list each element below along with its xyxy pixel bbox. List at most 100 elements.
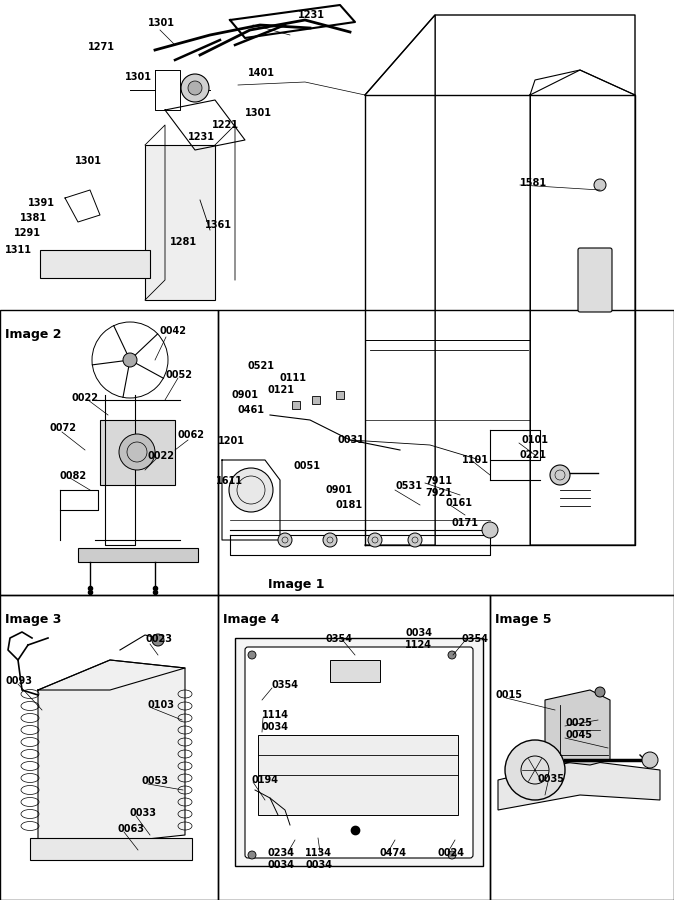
Text: 1611: 1611 [216,476,243,486]
Text: 0474: 0474 [380,848,407,858]
Text: 0035: 0035 [538,774,565,784]
Text: 1311: 1311 [5,245,32,255]
Text: 0111: 0111 [280,373,307,383]
Text: 0101: 0101 [521,435,548,445]
Text: 0171: 0171 [452,518,479,528]
Text: 0901: 0901 [325,485,352,495]
Text: 0082: 0082 [60,471,87,481]
Text: 0354: 0354 [462,634,489,644]
Text: 0045: 0045 [565,730,592,740]
Text: 0022: 0022 [148,451,175,461]
Text: 0063: 0063 [118,824,145,834]
Bar [0,595,218,900]
Circle shape [482,522,498,538]
Bar [218,310,674,595]
Text: 1381: 1381 [20,213,47,223]
Bar [235,638,483,866]
Text: 1291: 1291 [14,228,41,238]
Circle shape [408,533,422,547]
Text: 0531: 0531 [396,481,423,491]
Circle shape [550,465,570,485]
Text: 1301: 1301 [75,156,102,166]
Text: 0022: 0022 [72,393,99,403]
Text: 0461: 0461 [237,405,264,415]
Polygon shape [498,760,660,810]
Text: Image 5: Image 5 [495,613,551,626]
Text: 0221: 0221 [519,450,546,460]
Circle shape [595,687,605,697]
Circle shape [448,651,456,659]
Bar [330,660,380,682]
Text: 1301: 1301 [125,72,152,82]
Circle shape [248,851,256,859]
Text: 0015: 0015 [496,690,523,700]
Text: 1281: 1281 [170,237,197,247]
Text: 0034: 0034 [268,860,295,870]
Circle shape [505,740,565,800]
Text: 1271: 1271 [88,42,115,52]
FancyBboxPatch shape [245,647,473,858]
Circle shape [229,468,273,512]
Circle shape [323,533,337,547]
Circle shape [448,851,456,859]
Text: 1221: 1221 [212,120,239,130]
Text: 0121: 0121 [268,385,295,395]
Text: 0023: 0023 [145,634,172,644]
Bar [312,396,320,404]
Text: 0062: 0062 [178,430,205,440]
Text: 0521: 0521 [248,361,275,371]
Text: 0031: 0031 [338,435,365,445]
Bar [100,420,175,485]
Text: 0161: 0161 [445,498,472,508]
Text: 1101: 1101 [462,455,489,465]
Text: 0034: 0034 [262,722,289,732]
Circle shape [642,752,658,768]
Text: 0033: 0033 [130,808,157,818]
Text: 0042: 0042 [160,326,187,336]
Bar [40,250,150,278]
Text: 1231: 1231 [188,132,215,142]
Text: 1124: 1124 [405,640,432,650]
Text: 7921: 7921 [425,488,452,498]
Text: 0103: 0103 [148,700,175,710]
Text: 1361: 1361 [205,220,232,230]
Circle shape [248,651,256,659]
Bar [30,838,192,860]
Circle shape [594,179,606,191]
Text: 0354: 0354 [325,634,352,644]
Text: 0034: 0034 [405,628,432,638]
Circle shape [181,74,209,102]
Text: 1114: 1114 [262,710,289,720]
Text: 1134: 1134 [305,848,332,858]
Text: Image 1: Image 1 [268,578,324,591]
Text: 0194: 0194 [252,775,279,785]
Text: 0072: 0072 [50,423,77,433]
Circle shape [152,634,164,646]
Text: 0234: 0234 [268,848,295,858]
Text: 0053: 0053 [142,776,169,786]
Text: 1401: 1401 [248,68,275,78]
Text: 0025: 0025 [565,718,592,728]
Bar [145,145,215,300]
Bar [490,595,674,900]
Bar [218,595,490,900]
Circle shape [368,533,382,547]
Text: 1201: 1201 [218,436,245,446]
Text: 1581: 1581 [520,178,547,188]
Circle shape [188,81,202,95]
Circle shape [119,434,155,470]
Text: 0901: 0901 [232,390,259,400]
Text: 0051: 0051 [294,461,321,471]
Polygon shape [38,660,185,843]
Bar [336,391,344,399]
Text: 1391: 1391 [28,198,55,208]
Text: 0034: 0034 [305,860,332,870]
Text: 0354: 0354 [272,680,299,690]
Bar [292,401,300,409]
Text: 1301: 1301 [148,18,175,28]
Text: 1301: 1301 [245,108,272,118]
Text: Image 2: Image 2 [5,328,61,341]
FancyBboxPatch shape [578,248,612,312]
Polygon shape [545,690,610,765]
Text: Image 3: Image 3 [5,613,61,626]
